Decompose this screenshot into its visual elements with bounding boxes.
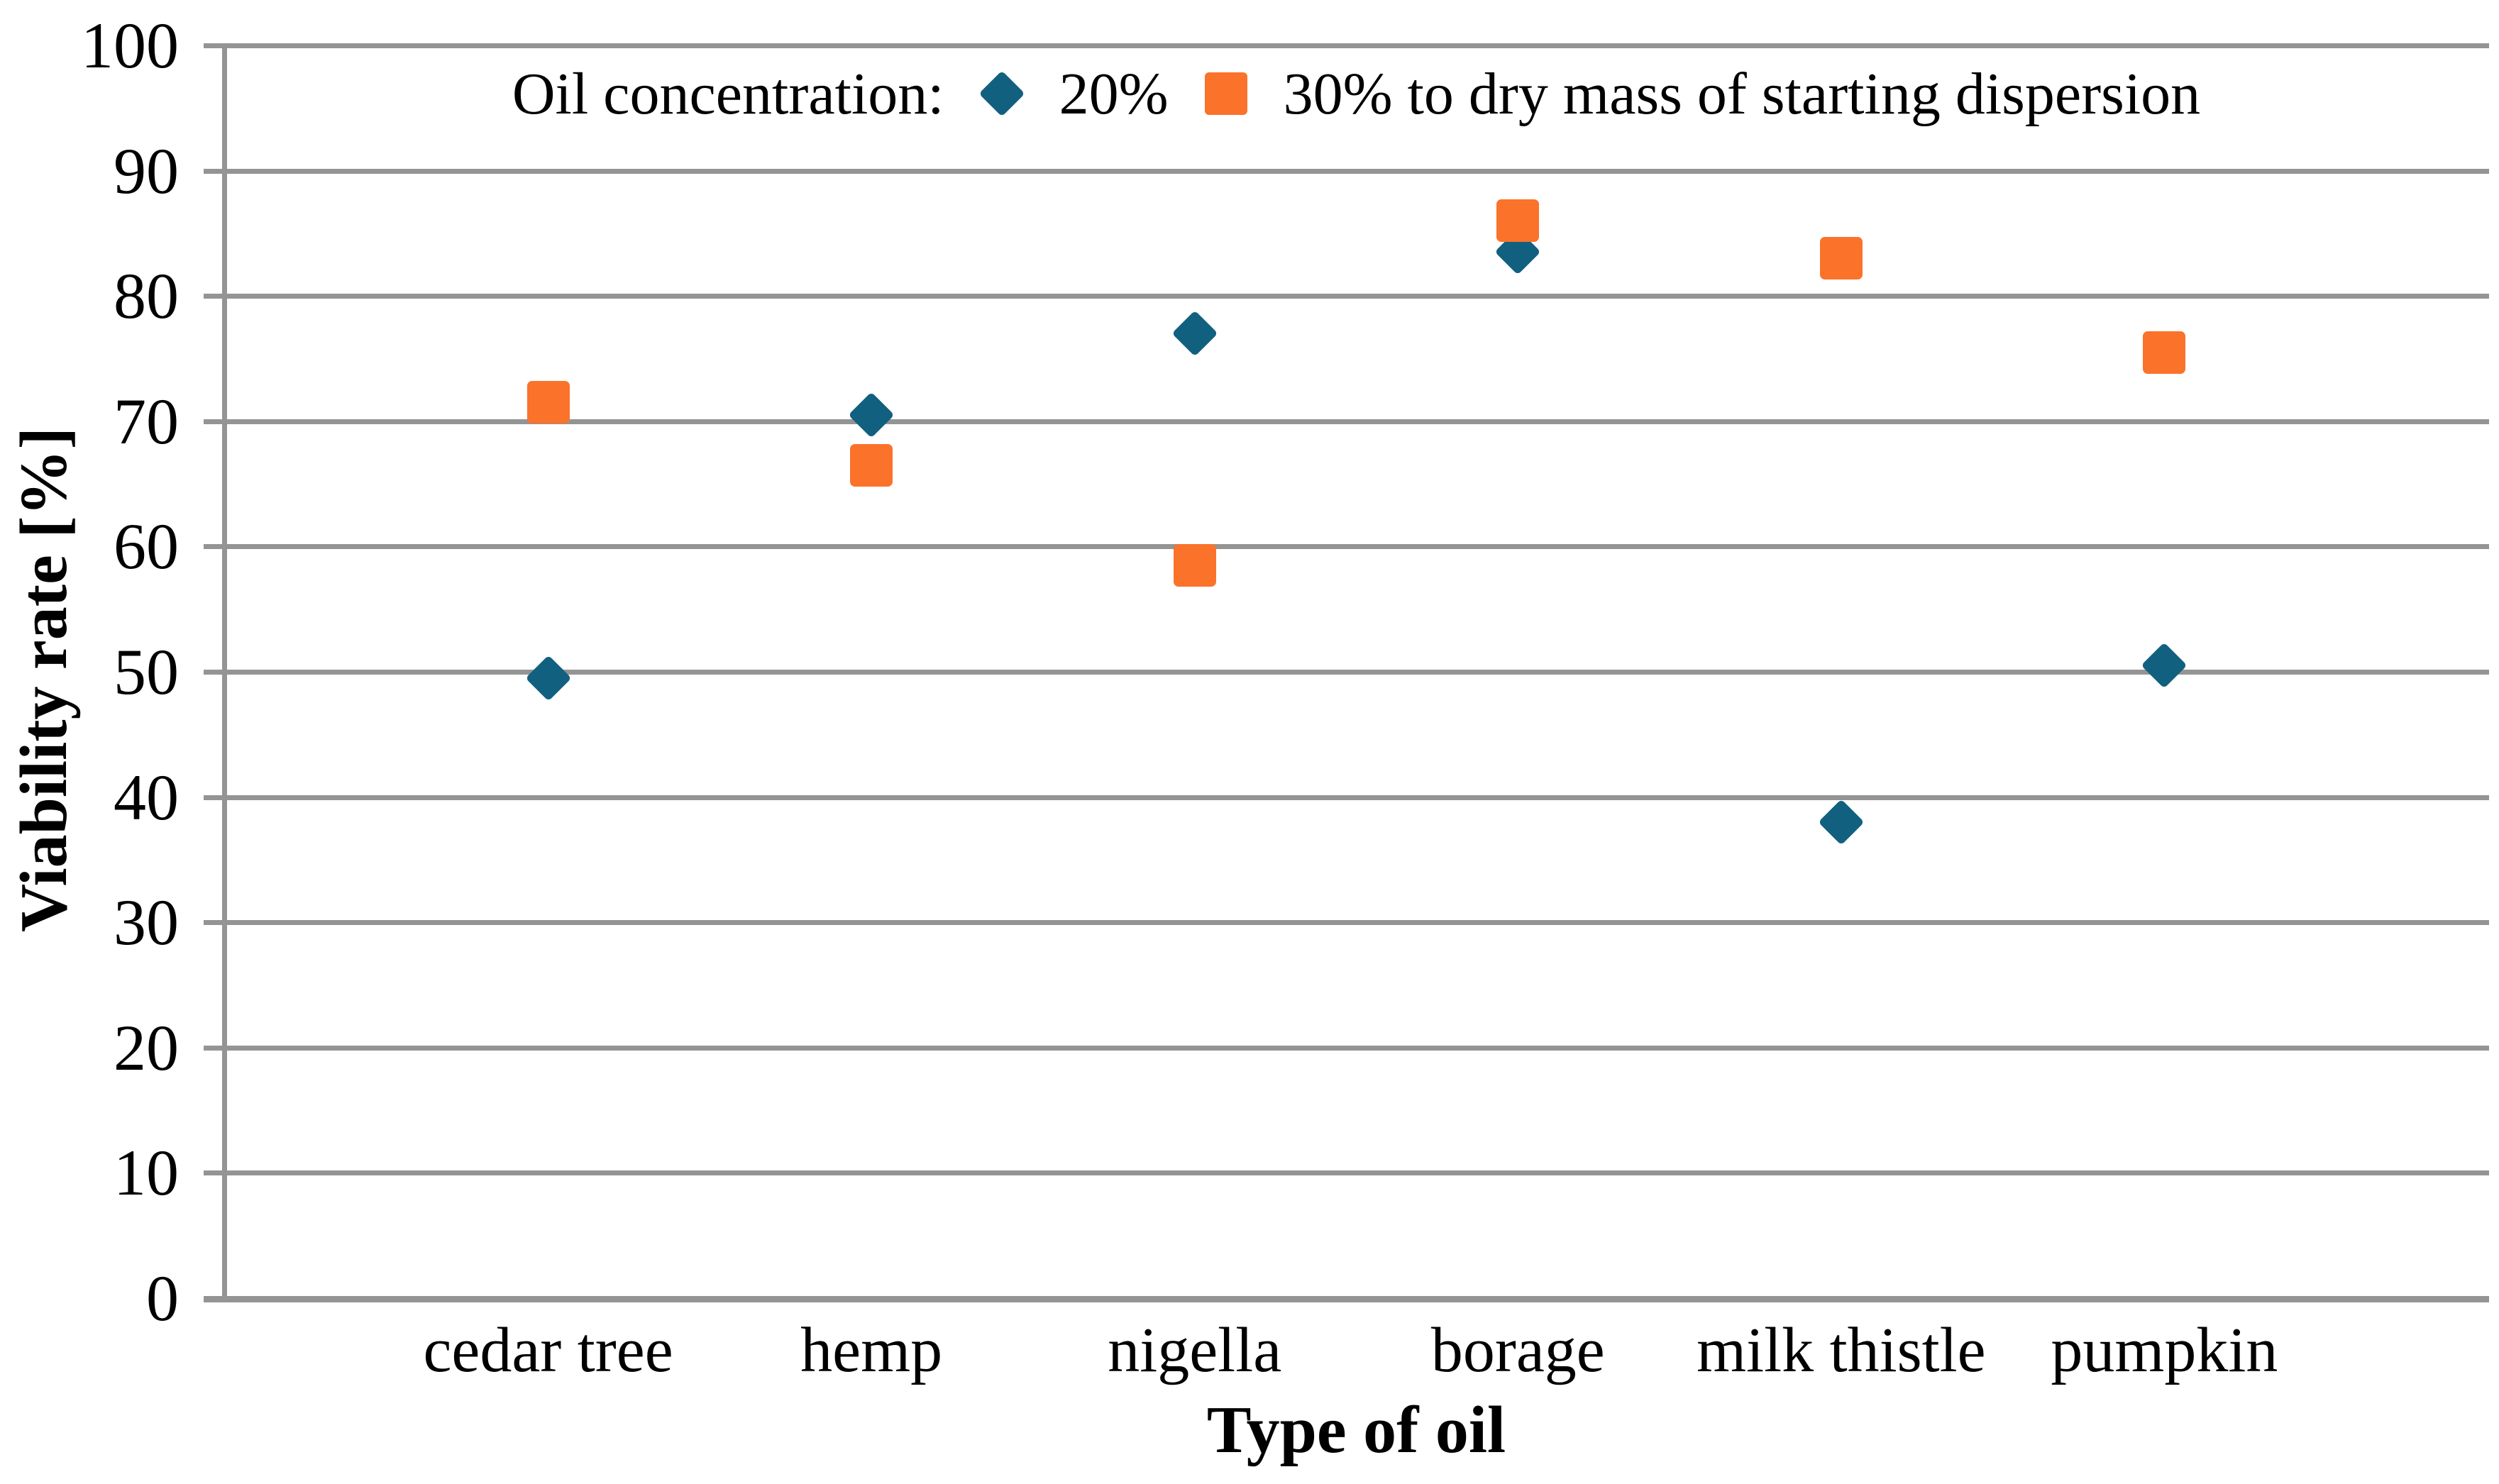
x-category-label-hemp: hemp	[800, 1315, 943, 1385]
y-tick-label-30: 30	[114, 886, 179, 959]
marker-20-hemp	[848, 392, 895, 438]
legend-item-20pct: 20%	[978, 60, 1169, 128]
gridline-y-50	[204, 670, 2489, 675]
marker-30-borage	[1496, 199, 1540, 243]
y-tick-label-60: 60	[114, 510, 179, 583]
marker-30-nigella	[1173, 543, 1216, 587]
marker-20-nigella	[1171, 310, 1218, 357]
y-tick-label-80: 80	[114, 260, 179, 333]
x-category-label-milk-thistle: milk thistle	[1697, 1315, 1986, 1385]
x-category-label-nigella: nigella	[1108, 1315, 1282, 1385]
legend-item-30pct: 30% to dry mass of starting dispersion	[1203, 60, 2201, 128]
x-category-label-borage: borage	[1430, 1315, 1605, 1385]
gridline-y-20	[204, 1045, 2489, 1051]
x-category-label-cedar-tree: cedar tree	[423, 1315, 673, 1385]
legend: Oil concentration: 20% 30% to dry mass o…	[225, 54, 2488, 133]
y-tick-label-0: 0	[146, 1262, 179, 1334]
x-category-label-pumpkin: pumpkin	[2051, 1315, 2278, 1385]
x-axis-title: Type of oil	[1206, 1393, 1506, 1467]
y-tick-label-20: 20	[114, 1011, 179, 1084]
marker-30-hemp	[850, 443, 893, 487]
legend-label-30pct: 30% to dry mass of starting dispersion	[1283, 60, 2201, 127]
y-tick-label-40: 40	[114, 760, 179, 834]
y-tick-label-70: 70	[114, 384, 179, 458]
gridline-y-70	[204, 419, 2489, 424]
gridline-y-30	[204, 920, 2489, 926]
y-tick-label-50: 50	[114, 636, 179, 708]
gridline-y-80	[204, 294, 2489, 299]
marker-30-cedar-tree	[526, 381, 570, 424]
gridline-y-10	[204, 1170, 2489, 1176]
y-tick-label-10: 10	[114, 1136, 179, 1209]
marker-20-milk-thistle	[1818, 799, 1865, 846]
gridline-y-100	[204, 43, 2489, 48]
legend-title: Oil concentration:	[512, 60, 944, 127]
gridline-y-0	[204, 1296, 2489, 1301]
marker-20-pumpkin	[2141, 642, 2188, 689]
y-tick-label-90: 90	[114, 134, 179, 207]
diamond-icon	[978, 70, 1025, 117]
legend-label-20pct: 20%	[1059, 60, 1169, 127]
gridline-y-40	[204, 794, 2489, 800]
square-icon	[1203, 70, 1250, 117]
marker-30-pumpkin	[2143, 331, 2186, 374]
gridline-y-60	[204, 544, 2489, 550]
marker-20-cedar-tree	[525, 655, 572, 702]
gridline-y-90	[204, 168, 2489, 174]
y-tick-label-100: 100	[81, 9, 179, 82]
marker-30-milk-thistle	[1819, 237, 1863, 280]
